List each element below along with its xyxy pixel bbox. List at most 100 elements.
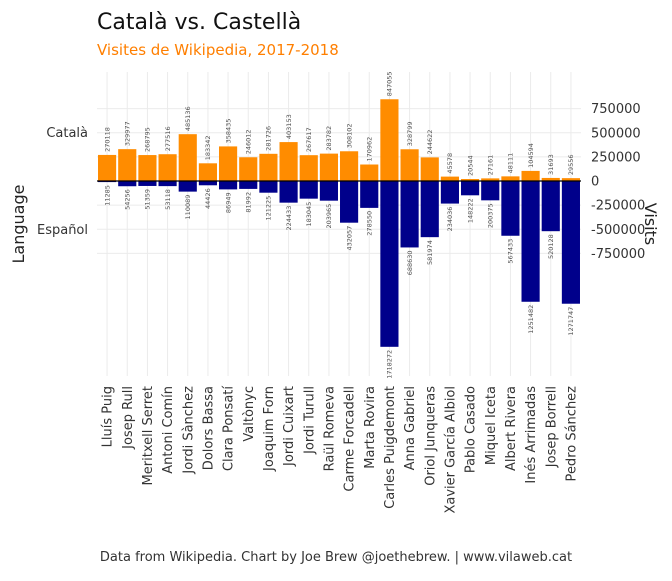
bar-espanol [340, 181, 359, 223]
data-label-catala: 29556 [567, 154, 575, 175]
bars: 270118 11285 329977 54256 268795 51359 277516 5… [97, 71, 581, 379]
data-label-espanol: 51359 [144, 189, 152, 210]
bar-catala [380, 99, 399, 181]
data-label-catala: 246012 [244, 129, 252, 154]
data-label-espanol: 1271747 [567, 307, 575, 336]
data-label-catala: 20544 [466, 155, 474, 176]
x-tick-label: Jordi Sànchez [181, 386, 196, 475]
data-label-catala: 281726 [265, 126, 273, 151]
bar-espanol [219, 181, 238, 190]
data-label-catala: 847055 [386, 71, 394, 96]
x-tick-label: Carles Puigdemont [383, 386, 398, 509]
y-tick-label-catala: Català [46, 126, 88, 141]
x-tick-label: Josep Rull [121, 386, 136, 450]
bar-espanol [118, 181, 137, 187]
y-tick-label-espanol: Español [37, 223, 88, 238]
bar-catala [158, 154, 177, 181]
x-tick-label: Carme Forcadell [343, 386, 358, 492]
data-label-espanol: 121225 [265, 196, 273, 221]
bar-espanol [138, 181, 157, 186]
bar-espanol [400, 181, 419, 248]
data-label-espanol: 567433 [507, 239, 515, 264]
data-label-espanol: 81992 [244, 192, 252, 213]
data-label-catala: 270118 [103, 127, 111, 152]
data-label-catala: 403153 [285, 114, 293, 139]
data-label-espanol: 234036 [446, 207, 454, 232]
x-tick-label: Antoni Comín [161, 386, 176, 474]
y-tick-label: 0 [591, 175, 599, 190]
x-tick-label: Jordi Turull [302, 386, 317, 455]
bar-espanol [198, 181, 217, 186]
bar-catala [400, 149, 419, 181]
x-tick-label: Marta Rovira [363, 386, 378, 469]
bar-catala [118, 149, 137, 181]
right-axis: 750000 500000 250000 0 -250000 -500000 -750000 [591, 102, 645, 262]
data-label-catala: 48111 [507, 153, 515, 174]
data-label-catala: 244622 [426, 130, 434, 155]
bar-espanol [178, 181, 197, 192]
data-label-espanol: 432057 [345, 226, 353, 251]
data-label-catala: 328799 [406, 121, 414, 146]
bar-catala [98, 154, 117, 181]
bar-catala [239, 157, 258, 181]
x-tick-label: Clara Ponsatí [222, 386, 237, 472]
bar-catala [501, 176, 520, 181]
data-label-espanol: 86949 [224, 192, 232, 213]
data-label-catala: 183342 [204, 135, 212, 160]
bar-espanol [360, 181, 379, 208]
data-label-catala: 277516 [164, 126, 172, 151]
bar-espanol [481, 181, 500, 201]
data-label-espanol: 183045 [305, 202, 313, 227]
x-tick-label: Jordi Cuixart [282, 386, 297, 467]
bar-espanol [521, 181, 540, 302]
bar-catala [461, 179, 480, 181]
data-label-catala: 358435 [224, 119, 232, 144]
x-tick-label: Raül Romeva [322, 386, 337, 471]
bar-catala [219, 146, 238, 181]
x-tick-label: Anna Gabriel [403, 386, 418, 470]
bar-espanol [541, 181, 560, 232]
bar-espanol [259, 181, 278, 193]
bar-espanol [299, 181, 318, 199]
data-label-espanol: 110089 [184, 195, 192, 220]
x-tick-label: Josep Borrell [544, 386, 559, 468]
data-label-espanol: 44426 [204, 188, 212, 209]
bar-espanol [501, 181, 520, 236]
data-label-espanol: 224433 [285, 206, 293, 231]
data-label-espanol: 1718272 [386, 350, 394, 379]
bar-catala [521, 170, 540, 181]
bar-espanol [561, 181, 580, 304]
x-tick-label: Pedro Sánchez [564, 386, 579, 482]
chart-title: Català vs. Castellà [97, 10, 301, 35]
y-axis-title-left: Language [9, 185, 28, 264]
bar-catala [481, 178, 500, 181]
bar-catala [319, 153, 338, 181]
bar-espanol [279, 181, 298, 203]
data-label-espanol: 148222 [466, 198, 474, 223]
bar-catala [178, 134, 197, 181]
bar-catala [259, 153, 278, 181]
bar-catala [340, 151, 359, 181]
y-axis-title-right: Visits [641, 203, 660, 245]
bar-catala [440, 176, 459, 181]
x-tick-label: Inés Arrimadas [524, 386, 539, 484]
bar-catala [561, 178, 580, 181]
x-tick-labels: Lluís Puig Josep Rull Meritxell Serret Anto… [101, 386, 580, 514]
data-label-espanol: 53118 [164, 189, 172, 210]
bar-catala [279, 142, 298, 181]
x-tick-label: Meritxell Serret [141, 386, 156, 485]
data-label-espanol: 1251482 [527, 305, 535, 334]
bar-espanol [440, 181, 459, 204]
bar-espanol [158, 181, 177, 187]
x-tick-label: Miquel Iceta [484, 386, 499, 465]
data-label-espanol: 200375 [486, 203, 494, 228]
bar-catala [138, 155, 157, 181]
y-tick-label: 500000 [591, 126, 641, 141]
bar-espanol [461, 181, 480, 196]
data-label-espanol: 581974 [426, 240, 434, 265]
data-label-catala: 27161 [486, 155, 494, 176]
bar-catala [198, 163, 217, 181]
x-tick-label: Lluís Puig [101, 386, 116, 447]
data-label-catala: 308102 [345, 123, 353, 148]
